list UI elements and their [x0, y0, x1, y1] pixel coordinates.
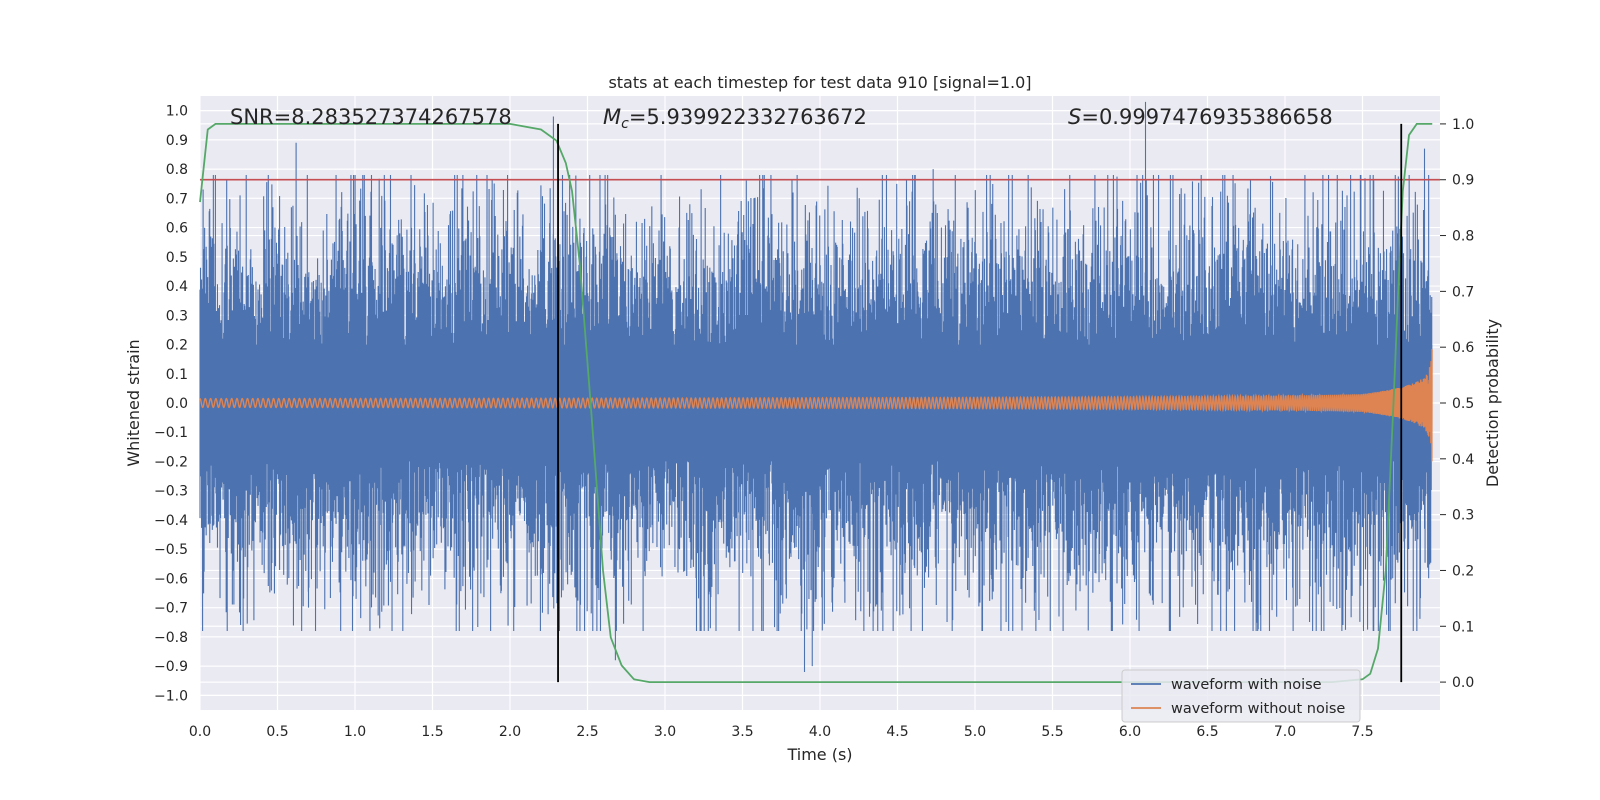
y-tick-label: 0.4: [166, 279, 188, 295]
x-axis-label: Time (s): [786, 745, 852, 764]
y-tick-label: 0.1: [166, 367, 188, 383]
x-tick-label: 7.5: [1351, 724, 1373, 740]
y-right-tick-label: 0.2: [1452, 563, 1474, 579]
x-tick-label: 6.5: [1196, 724, 1218, 740]
y-tick-label: −0.1: [154, 425, 188, 441]
y-tick-label: −0.6: [154, 571, 188, 587]
chart-title: stats at each timestep for test data 910…: [608, 73, 1031, 92]
y-right-tick-label: 0.9: [1452, 173, 1474, 189]
y-tick-label: −0.3: [154, 484, 188, 500]
y-right-tick-label: 0.4: [1452, 452, 1474, 468]
y-right-tick-label: 0.7: [1452, 284, 1474, 300]
x-tick-label: 1.0: [344, 724, 366, 740]
y-tick-label: −1.0: [154, 688, 188, 704]
y-tick-label: −0.5: [154, 542, 188, 558]
y-tick-label: 0.2: [166, 338, 188, 354]
x-tick-label: 6.0: [1119, 724, 1141, 740]
y-right-tick-label: 0.3: [1452, 508, 1474, 524]
y-tick-label: −0.7: [154, 601, 188, 617]
y-tick-label: 0.5: [166, 250, 188, 266]
s-annotation: S=0.9997476935386658: [1068, 105, 1333, 129]
y-right-tick-label: 0.5: [1452, 396, 1474, 412]
y-tick-label: 0.9: [166, 133, 188, 149]
mc-subscript: c: [621, 116, 629, 132]
x-tick-label: 5.5: [1041, 724, 1063, 740]
y-tick-label: −0.4: [154, 513, 188, 529]
y-tick-label: −0.8: [154, 630, 188, 646]
snr-annotation: SNR=8.283527374267578: [230, 105, 512, 129]
mc-value: =5.939922332763672: [629, 105, 867, 129]
x-tick-label: 3.5: [731, 724, 753, 740]
mc-symbol: M: [603, 105, 621, 129]
x-tick-label: 4.5: [886, 724, 908, 740]
clean-waveform-line: [199, 348, 1433, 462]
y-tick-label: −0.9: [154, 659, 188, 675]
y-right-tick-label: 0.1: [1452, 619, 1474, 635]
s-value: =0.9997476935386658: [1081, 105, 1332, 129]
y-right-tick-label: 1.0: [1452, 117, 1474, 133]
x-tick-label: 2.0: [499, 724, 521, 740]
y-tick-label: 0.3: [166, 308, 188, 324]
mc-annotation: Mc=5.939922332763672: [603, 105, 867, 132]
y-tick-label: 0.6: [166, 221, 188, 237]
legend-label-noise: waveform with noise: [1171, 677, 1322, 693]
y-tick-label: 0.8: [166, 162, 188, 178]
y-right-tick-label: 0.8: [1452, 229, 1474, 245]
s-symbol: S: [1068, 105, 1081, 129]
x-tick-label: 0.5: [266, 724, 288, 740]
y-tick-label: 1.0: [166, 104, 188, 120]
legend-box: [1121, 669, 1361, 723]
series-overlay: [199, 123, 1440, 683]
legend-label-clean: waveform without noise: [1171, 701, 1345, 717]
detection-probability-line: [199, 123, 1433, 683]
y-right-axis-label: Detection probability: [1483, 319, 1502, 487]
x-tick-label: 1.5: [421, 724, 443, 740]
x-tick-label: 0.0: [189, 724, 211, 740]
series-waveform-without-noise: [199, 348, 1433, 462]
legend: waveform with noise waveform without noi…: [1121, 669, 1361, 723]
y-right-tick-label: 0.0: [1452, 675, 1474, 691]
x-tick-label: 3.0: [654, 724, 676, 740]
y-tick-label: 0.7: [166, 191, 188, 207]
axes-ticks: 0.0 0.5 1.0 1.5 2.0 2.5 3.0 3.5 4.0 4.5 5.0 5.5 6.0 6…: [154, 104, 1474, 740]
y-axis-label: Whitened strain: [124, 339, 143, 466]
x-tick-label: 4.0: [809, 724, 831, 740]
y-right-tick-label: 0.6: [1452, 340, 1474, 356]
x-tick-label: 7.0: [1274, 724, 1296, 740]
y-tick-label: −0.2: [154, 454, 188, 470]
x-tick-label: 2.5: [576, 724, 598, 740]
x-tick-label: 5.0: [964, 724, 986, 740]
y-tick-label: 0.0: [166, 396, 188, 412]
